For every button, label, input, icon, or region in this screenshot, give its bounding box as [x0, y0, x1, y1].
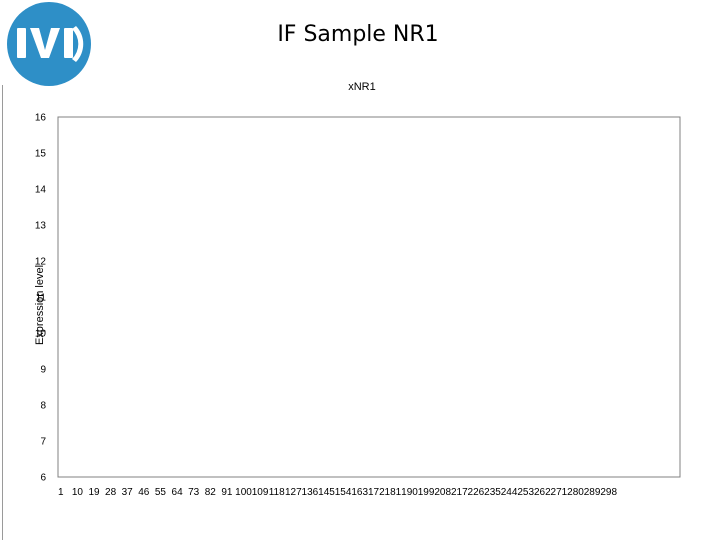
x-tick-label: 208	[434, 487, 451, 498]
x-tick-label: 136	[302, 487, 319, 498]
x-tick-label: 46	[138, 487, 150, 498]
y-axis-label: Expression level	[34, 265, 46, 345]
x-tick-label: 55	[155, 487, 167, 498]
x-tick-label: 19	[88, 487, 100, 498]
x-tick-label: 64	[172, 487, 184, 498]
y-tick-label: 7	[40, 437, 46, 448]
x-tick-label: 73	[188, 487, 200, 498]
x-tick-label: 145	[318, 487, 335, 498]
y-tick-label: 8	[40, 401, 46, 412]
ivi-logo	[7, 2, 91, 86]
x-tick-label: 298	[600, 487, 617, 498]
x-tick-label: 280	[567, 487, 584, 498]
y-tick-label: 16	[35, 113, 47, 124]
y-tick-label: 10	[35, 329, 47, 340]
chart-title: xNR1	[348, 81, 376, 93]
y-tick-labels: 6 7 8 9 10 11 12 13 14 15 16	[35, 113, 47, 484]
x-tick-label: 127	[285, 487, 302, 498]
x-tick-label: 10	[72, 487, 84, 498]
x-tick-label: 217	[451, 487, 468, 498]
x-tick-label: 262	[534, 487, 551, 498]
x-tick-label: 37	[122, 487, 134, 498]
x-tick-label: 190	[401, 487, 418, 498]
y-tick-label: 12	[35, 257, 47, 268]
x-tick-label: 118	[269, 487, 285, 498]
x-tick-label: 109	[252, 487, 269, 498]
slide-frame-border	[2, 85, 3, 540]
y-tick-label: 6	[40, 473, 46, 484]
x-tick-label: 82	[205, 487, 217, 498]
x-tick-label: 28	[105, 487, 117, 498]
x-tick-label: 271	[551, 487, 568, 498]
x-tick-label: 289	[584, 487, 601, 498]
y-tick-label: 13	[35, 221, 47, 232]
y-tick-label: 11	[36, 293, 47, 304]
x-tick-label: 235	[484, 487, 501, 498]
x-tick-label: 199	[418, 487, 435, 498]
x-tick-label: 154	[335, 487, 352, 498]
x-tick-label: 100	[235, 487, 252, 498]
x-tick-labels: 1 10 19 28 37 46 55 64 73 82 91 100 109 118 127 136 145 1…	[58, 487, 617, 498]
axes	[57, 116, 681, 478]
y-tick-label: 9	[40, 365, 46, 376]
x-tick-label: 163	[351, 487, 368, 498]
x-tick-label: 91	[221, 487, 233, 498]
x-tick-label: 181	[385, 487, 402, 498]
x-tick-label: 244	[501, 487, 518, 498]
y-tick-label: 14	[35, 185, 47, 196]
x-tick-label: 226	[468, 487, 485, 498]
x-tick-label: 172	[368, 487, 385, 498]
x-tick-label: 1	[58, 487, 64, 498]
x-tick-label: 253	[517, 487, 534, 498]
y-tick-label: 15	[35, 149, 47, 160]
plot-area	[57, 116, 681, 478]
slide-title: IF Sample NR1	[277, 22, 439, 47]
